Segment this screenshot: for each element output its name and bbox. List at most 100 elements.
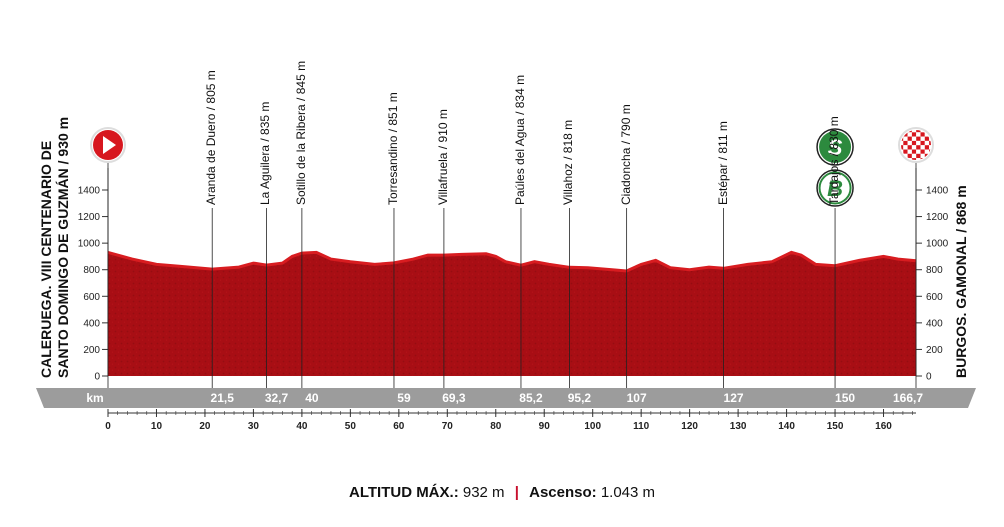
checker-cell xyxy=(929,158,931,160)
km-marker-label: 21,5 xyxy=(211,391,235,405)
waypoint-label: Villafruela / 910 m xyxy=(435,109,450,205)
elevation-profile-area xyxy=(108,252,916,376)
checker-cell xyxy=(920,153,925,159)
x-tick-label: 70 xyxy=(442,421,454,432)
start-location-line-1: CALERUEGA. VIII CENTENARIO DE xyxy=(38,140,54,378)
checker-cell xyxy=(916,158,921,160)
y-tick-label-right: 200 xyxy=(926,345,943,356)
y-tick-label-left: 600 xyxy=(83,292,100,303)
checker-cell xyxy=(924,136,930,141)
km-marker-label: 95,2 xyxy=(568,391,592,405)
waypoint-label: Aranda de Duero / 805 m xyxy=(204,70,219,205)
ascent-label: Ascenso: xyxy=(529,484,597,501)
x-tick-label: 90 xyxy=(539,421,551,432)
waypoint-label: Sotillo de la Ribera / 845 m xyxy=(293,60,308,205)
waypoint-label: Torresandino / 851 m xyxy=(385,92,400,205)
play-icon xyxy=(103,136,116,154)
km-marker-label: 107 xyxy=(627,391,647,405)
y-tick-label-left: 800 xyxy=(83,265,100,276)
y-tick-label-right: 400 xyxy=(926,318,943,329)
km-marker-label: 85,2 xyxy=(519,391,543,405)
checker-cell xyxy=(907,136,912,141)
checker-cell xyxy=(916,140,921,146)
checker-cell xyxy=(903,145,908,150)
finish-location-line-1: BURGOS. GAMONAL / 868 m xyxy=(953,185,969,378)
ascent-value: 1.043 m xyxy=(600,484,656,501)
x-tick-label: 120 xyxy=(681,421,698,432)
sprint-badge-letter: S xyxy=(828,135,843,160)
start-location-label: CALERUEGA. VIII CENTENARIO DE SANTO DOMI… xyxy=(38,117,72,378)
y-tick-label-left: 1400 xyxy=(78,186,101,197)
y-tick-label-left: 200 xyxy=(83,345,100,356)
km-band xyxy=(36,388,976,408)
checker-cell xyxy=(911,153,917,159)
checker-cell xyxy=(911,130,917,133)
checker-cell xyxy=(903,132,908,137)
checker-cell xyxy=(929,140,931,146)
waypoint-label: Tardajos / 830 m xyxy=(827,116,842,205)
x-tick-label: 130 xyxy=(730,421,747,432)
waypoint-label: Estépar / 811 m xyxy=(715,121,730,205)
y-tick-label-left: 1000 xyxy=(78,239,101,250)
checker-cell xyxy=(916,130,921,133)
checker-cell xyxy=(916,145,921,150)
y-tick-label-right: 600 xyxy=(926,292,943,303)
y-tick-label-left: 0 xyxy=(94,372,100,383)
checker-cell xyxy=(901,145,904,150)
bonus-badge-letter: B xyxy=(827,176,843,201)
checker-cell xyxy=(911,145,917,150)
checker-cell xyxy=(920,149,925,154)
checker-cell xyxy=(901,140,904,146)
checker-cell xyxy=(903,149,908,154)
checker-cell xyxy=(924,145,930,150)
waypoint-label: Paúles del Agua / 834 m xyxy=(512,74,527,205)
checker-cell xyxy=(924,140,930,146)
stage-summary-footer: ALTITUD MÁX.: 932 m | Ascenso: 1.043 m xyxy=(0,484,1004,501)
checker-cell xyxy=(903,140,908,146)
checker-cell xyxy=(920,145,925,150)
checker-cell xyxy=(924,149,930,154)
bonus-icon xyxy=(818,171,852,205)
checker-cell xyxy=(907,153,912,159)
y-tick-label-right: 0 xyxy=(926,372,932,383)
x-tick-label: 30 xyxy=(248,421,260,432)
y-tick-label-right: 800 xyxy=(926,265,943,276)
x-tick-label: 10 xyxy=(151,421,163,432)
checker-cell xyxy=(901,158,904,160)
x-tick-label: 60 xyxy=(393,421,405,432)
checker-cell xyxy=(929,130,931,133)
waypoint-label: Ciadoncha / 790 m xyxy=(618,104,633,205)
km-marker-label: 127 xyxy=(724,391,744,405)
km-marker-label: 40 xyxy=(305,391,319,405)
x-tick-label: 160 xyxy=(875,421,892,432)
checker-cell xyxy=(916,149,921,154)
checker-cell xyxy=(916,136,921,141)
km-marker-label: 150 xyxy=(835,391,855,405)
checker-cell xyxy=(920,136,925,141)
checker-cell xyxy=(911,158,917,160)
km-marker-label: 69,3 xyxy=(442,391,466,405)
footer-separator: | xyxy=(514,484,519,501)
y-tick-label-left: 1200 xyxy=(78,212,101,223)
x-tick-label: 150 xyxy=(827,421,844,432)
km-end-label: 166,7 xyxy=(893,391,923,405)
y-tick-label-right: 1000 xyxy=(926,239,949,250)
elevation-profile-ridge xyxy=(107,250,917,273)
sprint-icon xyxy=(819,131,852,163)
km-marker-label: 32,7 xyxy=(265,391,289,405)
checker-cell xyxy=(916,153,921,159)
x-tick-label: 50 xyxy=(345,421,357,432)
y-tick-label-right: 1200 xyxy=(926,212,949,223)
max-altitude-value: 932 m xyxy=(462,484,505,501)
km-marker-label: 59 xyxy=(397,391,411,405)
checker-cell xyxy=(929,145,931,150)
waypoint-label: La Aguilera / 835 m xyxy=(258,101,273,205)
x-tick-label: 80 xyxy=(490,421,502,432)
max-altitude-label: ALTITUD MÁX.: xyxy=(348,484,459,501)
checker-cell xyxy=(920,132,925,137)
waypoint-label: Villahoz / 818 m xyxy=(561,119,576,205)
x-tick-label: 20 xyxy=(199,421,211,432)
km-band-label: km xyxy=(86,391,103,405)
